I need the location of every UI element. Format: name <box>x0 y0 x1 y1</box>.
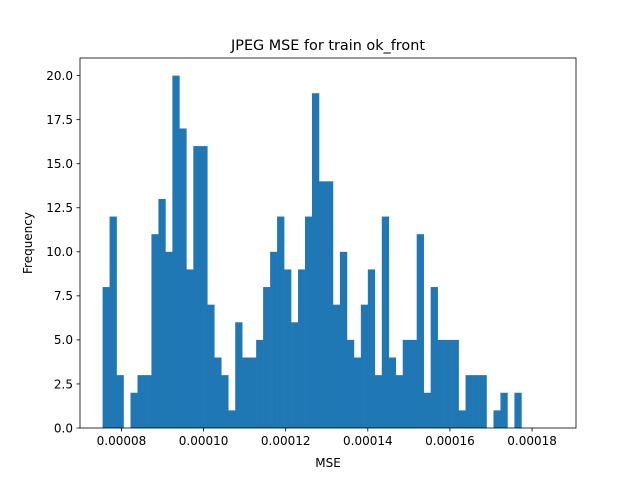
histogram-bar <box>339 251 348 428</box>
histogram-bar <box>158 198 166 428</box>
histogram-bar <box>500 392 508 428</box>
histogram-bar <box>172 75 180 429</box>
x-axis-label: MSE <box>315 456 341 470</box>
histogram-bar <box>409 339 417 428</box>
histogram-bar <box>451 339 459 428</box>
y-axis-label: Frequency <box>21 212 35 274</box>
histogram-bar <box>116 375 124 428</box>
histogram-bar <box>249 357 257 428</box>
histogram-bar <box>193 146 201 428</box>
histogram-bar <box>305 216 313 428</box>
y-tick-label: 15.0 <box>46 157 73 171</box>
histogram-bar <box>388 357 397 428</box>
histogram-bar <box>437 339 445 428</box>
histogram-bar <box>367 269 376 428</box>
histogram-bar <box>242 357 250 428</box>
histogram-bar <box>374 375 383 428</box>
histogram-bar <box>270 251 278 428</box>
histogram-bar <box>102 287 110 428</box>
histogram-bar <box>416 234 424 428</box>
histogram-bar <box>137 375 145 428</box>
histogram-bar <box>165 251 173 428</box>
histogram-bar <box>298 269 306 428</box>
histogram-bar <box>130 392 138 428</box>
y-tick-label: 20.0 <box>46 69 73 83</box>
histogram-bar <box>479 375 487 428</box>
histogram-bar <box>332 304 341 428</box>
histogram-bar <box>109 216 117 428</box>
histogram-bar <box>444 339 452 428</box>
y-tick-label: 10.0 <box>46 245 73 259</box>
histogram-bar <box>207 304 215 428</box>
histogram-bar <box>381 216 390 428</box>
histogram-bar <box>291 322 299 428</box>
histogram-bar <box>472 375 480 428</box>
histogram-bar <box>325 181 334 428</box>
histogram-bar <box>256 339 264 428</box>
histogram-bar <box>151 234 159 428</box>
y-tick-label: 17.5 <box>46 113 73 127</box>
x-tick-label: 0.00018 <box>507 434 557 448</box>
histogram-bar <box>318 181 327 428</box>
y-tick-label: 2.5 <box>54 377 73 391</box>
x-tick-label: 0.00008 <box>97 434 147 448</box>
y-tick-label: 0.0 <box>54 421 73 435</box>
chart-title: JPEG MSE for train ok_front <box>230 38 425 54</box>
histogram-bar <box>423 392 431 428</box>
histogram-bar <box>360 304 369 428</box>
plot-frame <box>79 57 577 429</box>
histogram-bar <box>235 322 243 428</box>
histogram-bar <box>465 375 473 428</box>
histogram-bar <box>263 287 271 428</box>
histogram-bar <box>430 287 438 428</box>
y-axis: 0.0 2.5 5.0 7.5 10.0 12.5 15.0 17.5 20.0 <box>46 69 80 435</box>
x-tick-label: 0.00016 <box>425 434 475 448</box>
histogram-bars <box>102 75 522 429</box>
y-tick-label: 12.5 <box>46 201 73 215</box>
histogram-bar <box>214 357 222 428</box>
histogram-bar <box>144 375 152 428</box>
histogram-bar <box>514 392 522 428</box>
histogram-bar <box>493 410 501 428</box>
histogram-bar <box>402 339 411 428</box>
histogram-bar <box>221 375 229 428</box>
histogram-bar <box>458 410 466 428</box>
histogram-bar <box>284 269 292 428</box>
histogram-bar <box>346 339 355 428</box>
y-tick-label: 5.0 <box>54 333 73 347</box>
y-tick-label: 7.5 <box>54 289 73 303</box>
histogram-bar <box>200 146 208 428</box>
histogram-bar <box>228 410 236 428</box>
x-tick-label: 0.00012 <box>261 434 311 448</box>
histogram-bar <box>311 93 320 429</box>
x-tick-label: 0.00010 <box>179 434 229 448</box>
histogram-bar <box>277 216 285 428</box>
x-axis: 0.00008 0.00010 0.00012 0.00014 0.00016 0.000… <box>97 428 557 448</box>
histogram-bar <box>179 128 187 429</box>
histogram-bar <box>353 357 362 428</box>
histogram-bar <box>186 269 194 428</box>
histogram-bar <box>395 375 404 428</box>
x-tick-label: 0.00014 <box>343 434 393 448</box>
